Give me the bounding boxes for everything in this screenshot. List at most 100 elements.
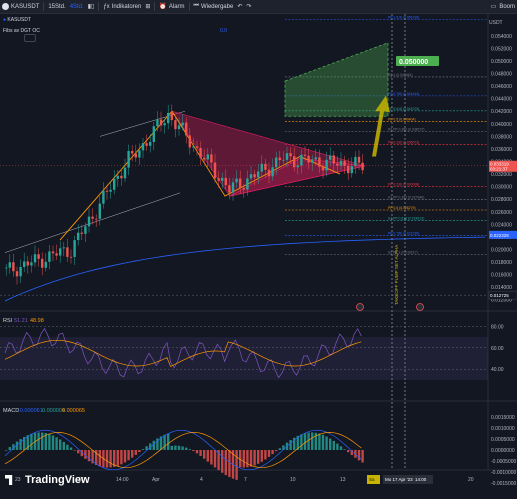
- macd-histogram-bar: [325, 436, 328, 450]
- macd-histogram-bar: [87, 450, 91, 462]
- macd-signal-value: 0.000004: [42, 408, 65, 414]
- time-highlight-label: 14:00: [415, 477, 427, 482]
- candle-body: [329, 155, 332, 160]
- low-price-badge: [488, 290, 517, 300]
- macd-line: [4, 429, 362, 471]
- macd-histogram-bar: [249, 450, 253, 467]
- alarm-button[interactable]: ⏰ Alarm: [159, 3, 185, 11]
- layout-name-label[interactable]: Boom: [499, 3, 515, 10]
- candle-body: [257, 171, 260, 178]
- candle-body: [343, 160, 346, 166]
- upward-arrow-icon: [372, 95, 390, 157]
- symbol-label: KASUSDT: [11, 3, 40, 10]
- macd-histogram-bar: [95, 450, 98, 466]
- event-flag-icon[interactable]: [356, 303, 364, 311]
- symbol-selector[interactable]: KASUSDT: [2, 3, 39, 10]
- macd-histogram-bar: [177, 445, 181, 450]
- candle-body: [69, 256, 73, 258]
- legend-collapse-button[interactable]: [24, 34, 36, 42]
- replay-icon: ⏮: [193, 3, 199, 9]
- macd-histogram-bar: [55, 437, 58, 450]
- indicators-button[interactable]: ƒx Indikatoren: [103, 4, 141, 10]
- candle-body: [105, 190, 109, 192]
- macd-histogram-bar: [48, 433, 51, 450]
- candle-body: [37, 254, 40, 259]
- candle-body: [98, 203, 101, 219]
- macd-histogram-bar: [174, 445, 177, 450]
- rsi-band: [0, 337, 488, 380]
- macd-histogram-bar: [203, 450, 206, 459]
- replay-button[interactable]: ⏮ Wiedergabe: [194, 3, 234, 10]
- candle-body: [321, 166, 325, 171]
- candle-body: [15, 271, 19, 277]
- candle-body: [203, 157, 206, 160]
- macd-histogram-bar: [242, 450, 245, 468]
- layout-grid-icon[interactable]: ⊞: [145, 4, 151, 10]
- price-axis-label: 0.046000: [491, 84, 512, 90]
- macd-histogram-bar: [156, 438, 159, 450]
- candle-body: [116, 175, 119, 179]
- fib-level-label: PP 0.5 (0.040404): [388, 117, 415, 121]
- candle-body: [239, 178, 242, 188]
- candle-body: [87, 216, 91, 227]
- layout-menu-icon[interactable]: ▭: [490, 4, 497, 10]
- current-price-badge: [489, 160, 517, 172]
- alarm-label: Alarm: [168, 3, 185, 10]
- macd-histogram-bar: [246, 450, 249, 468]
- macd-histogram-bar: [8, 447, 11, 450]
- macd-histogram-bar: [267, 450, 271, 457]
- macd-histogram-bar: [149, 443, 152, 450]
- price-axis-label: 0.042000: [491, 109, 512, 115]
- event-flag-icon[interactable]: [416, 303, 424, 311]
- macd-histogram-bar: [30, 433, 33, 450]
- macd-histogram-bar: [318, 433, 321, 450]
- candle-body: [159, 119, 163, 126]
- avatar: [2, 3, 9, 10]
- undo-icon[interactable]: ↶: [237, 4, 243, 10]
- macd-histogram-bar: [336, 443, 339, 450]
- macd-histogram-bar: [192, 450, 195, 452]
- macd-histogram-bar: [350, 450, 353, 456]
- countdown-label: 03:21:37: [490, 166, 508, 171]
- candle-body: [33, 254, 37, 263]
- price-axis-label: 0.028000: [491, 197, 512, 203]
- macd-histogram-bar: [26, 435, 29, 450]
- macd-histogram-bar: [181, 446, 184, 450]
- macd-histogram-bar: [257, 450, 260, 464]
- candle-body: [235, 178, 238, 183]
- candle-body: [289, 153, 292, 157]
- macd-histogram-bar: [210, 450, 213, 465]
- macd-histogram-bar: [347, 450, 350, 453]
- macd-histogram-bar: [91, 450, 94, 464]
- candle-body: [303, 154, 307, 156]
- rsi-ma-value: 48.98: [30, 318, 44, 324]
- current-price-label: 0.033319: [490, 161, 509, 166]
- macd-histogram-bar: [311, 432, 314, 450]
- indicators-label: Indikatoren: [111, 3, 142, 10]
- candle-body: [314, 157, 317, 160]
- macd-histogram-bar: [321, 434, 325, 450]
- candle-body: [138, 150, 141, 158]
- indicator-name: Fibs av DGT OC: [3, 28, 40, 34]
- macd-histogram-bar: [303, 433, 307, 450]
- interval-4-button[interactable]: 4Std.: [69, 3, 84, 10]
- candle-body: [127, 151, 130, 168]
- candle-body: [84, 226, 87, 234]
- macd-histogram-bar: [217, 450, 220, 471]
- macd-histogram-bar: [134, 450, 137, 455]
- time-axis-label: 23: [15, 477, 21, 483]
- macd-histogram-bar: [138, 450, 141, 453]
- price-axis-label: 0.048000: [491, 72, 512, 78]
- interval-15-button[interactable]: 15Std.: [48, 3, 66, 10]
- redo-icon[interactable]: ↷: [246, 4, 252, 10]
- candle-body: [5, 267, 8, 269]
- rsi-level-label: 60.00: [491, 346, 504, 352]
- chart-type-candles-icon[interactable]: ▮▯: [87, 4, 95, 10]
- price-axis-label: 0.012000: [491, 298, 512, 304]
- candle-body: [113, 178, 116, 190]
- legend-controls[interactable]: [24, 34, 36, 44]
- price-axis-label: 0.016000: [491, 273, 512, 279]
- candle-body: [282, 159, 285, 161]
- macd-histogram-bar: [170, 445, 173, 450]
